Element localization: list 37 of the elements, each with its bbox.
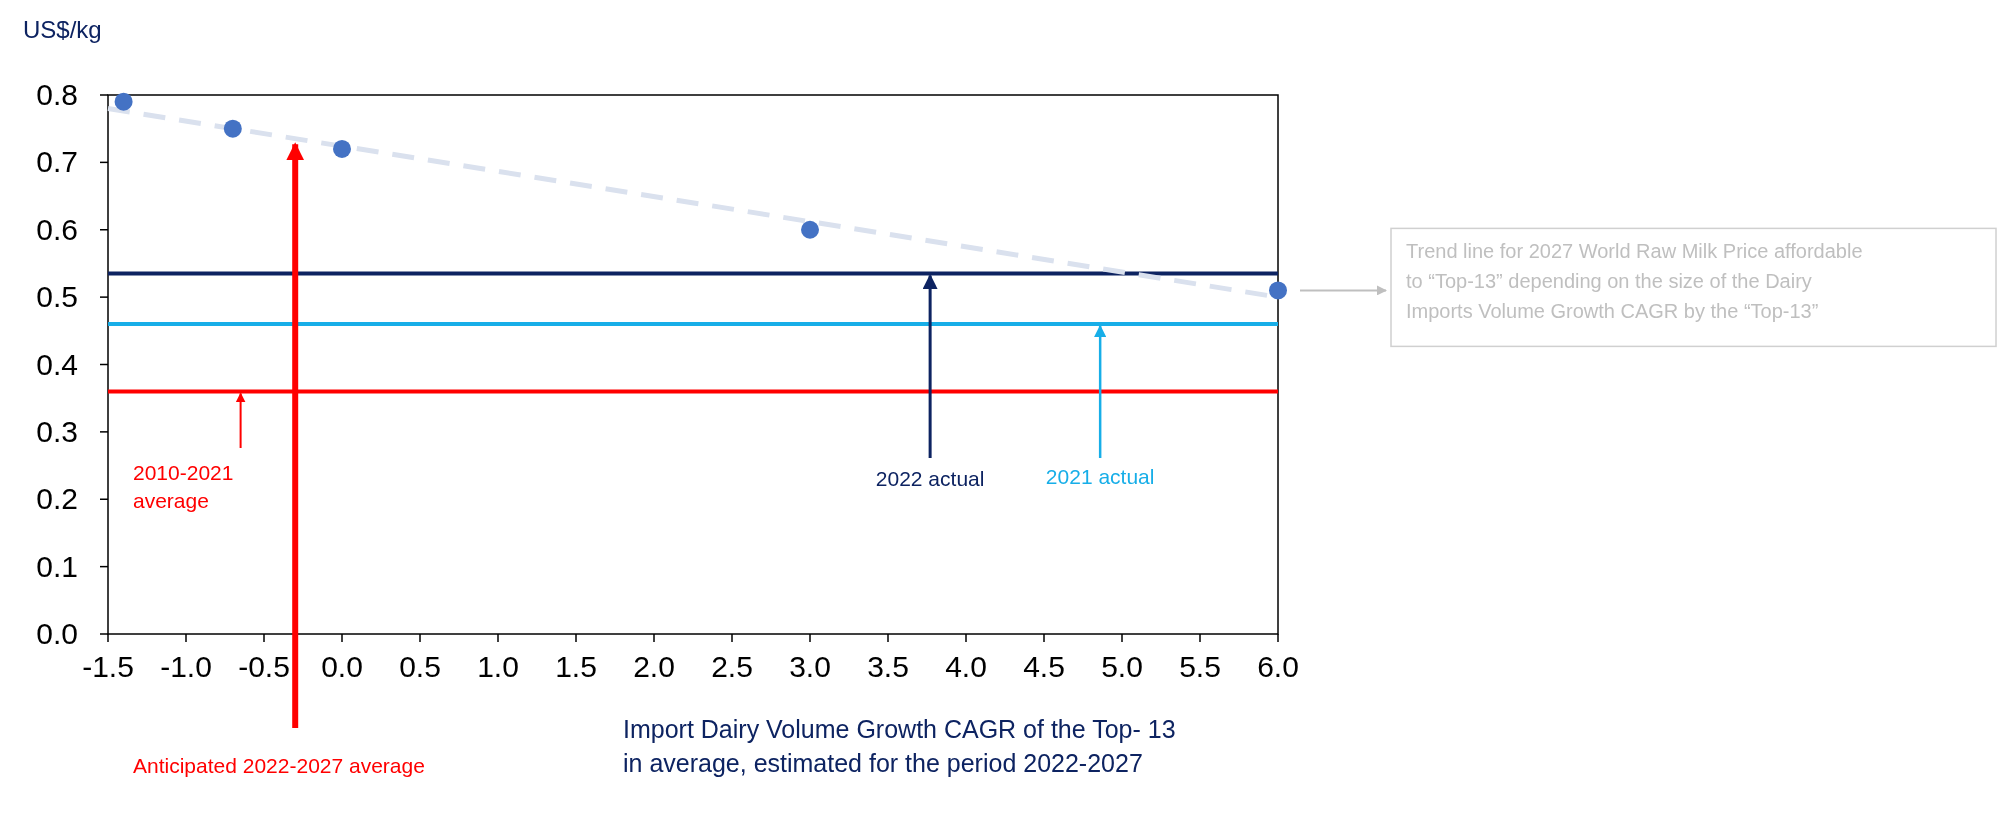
y-tick-label: 0.7 [36,145,78,179]
x-tick-label: 0.5 [399,650,441,683]
x-tick-label: 2.5 [711,650,753,683]
x-tick-label: -1.5 [82,650,134,683]
x-tick-label: -1.0 [160,650,212,683]
x-axis-title: Import Dairy Volume Growth CAGR of the Top- 13 in average, estimated for the period 2022-2027 [623,715,1176,777]
x-tick-label: 1.5 [555,650,597,683]
text: Trend line for 2027 World Raw Milk Price affordable to “Top-13” depending on the size of the Dairy Imports Volume Growth CAGR by the “Top-13” [1406,240,1863,323]
x-tick-label: 1.0 [477,650,519,683]
annotation: 2022 actual [875,467,985,490]
y-tick-label: 0.8 [36,78,78,111]
y-tick-label: 0.3 [36,414,78,448]
point [114,92,133,111]
x-tick-label: 0.0 [321,650,363,683]
point [223,119,242,138]
x-tick-label: 4.5 [1023,650,1065,683]
x-tick-label: 2.0 [633,650,675,683]
y-axis-title: US$/kg [23,16,102,43]
y-tick-label: 0.5 [36,280,78,314]
y-tick-label: 0.0 [36,617,78,650]
y-tick-label: 0.6 [36,212,78,246]
annotation: 2021 actual [1045,465,1155,488]
x-tick-label: 5.0 [1101,650,1143,683]
x-tick-label: 3.0 [789,650,831,683]
x-tick-label: 4.0 [945,650,987,683]
y-tick-label: 0.1 [36,549,78,583]
point [1269,281,1287,300]
x-tick-label: -0.5 [238,650,290,683]
x-tick-label: 6.0 [1257,650,1299,683]
point [333,139,351,158]
x-tick-label: 5.5 [1179,650,1221,683]
annotation: Anticipated 2022-2027 average [133,754,425,777]
annotation: 2010-2021 average [133,461,234,512]
y-tick-label: 0.2 [36,482,78,516]
y-tick-label: 0.4 [36,347,78,381]
x-tick-label: 3.5 [867,650,909,683]
point [801,220,819,239]
